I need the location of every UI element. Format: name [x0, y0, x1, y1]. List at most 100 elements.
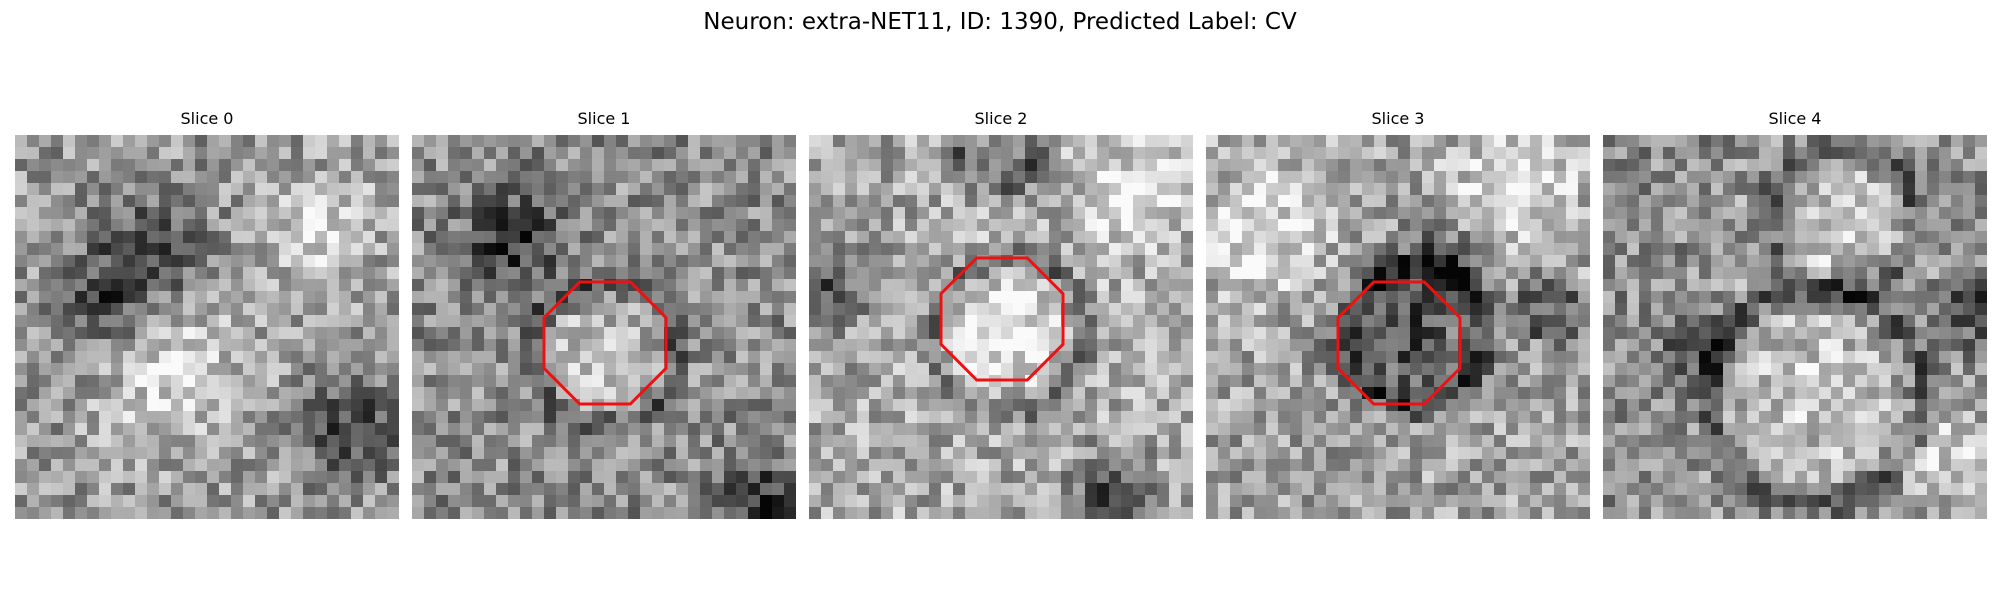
- image-pixel: [532, 411, 545, 424]
- image-pixel: [1206, 147, 1219, 160]
- image-pixel: [809, 435, 822, 448]
- image-pixel: [231, 171, 244, 184]
- image-pixel: [63, 327, 76, 340]
- image-pixel: [1145, 435, 1158, 448]
- image-pixel: [1266, 507, 1279, 519]
- image-pixel: [1482, 399, 1495, 412]
- image-pixel: [1578, 231, 1590, 244]
- image-pixel: [1410, 159, 1423, 172]
- image-pixel: [532, 339, 545, 352]
- image-pixel: [1879, 399, 1892, 412]
- image-pixel: [315, 423, 328, 436]
- image-pixel: [1266, 471, 1279, 484]
- image-pixel: [315, 183, 328, 196]
- image-pixel: [195, 351, 208, 364]
- image-pixel: [111, 399, 124, 412]
- image-pixel: [1290, 159, 1303, 172]
- image-pixel: [1927, 363, 1940, 376]
- image-pixel: [772, 399, 785, 412]
- figure-title: Neuron: extra-NET11, ID: 1390, Predicted…: [703, 9, 1297, 35]
- image-pixel: [989, 279, 1002, 292]
- image-pixel: [580, 387, 593, 400]
- image-pixel: [881, 495, 894, 508]
- image-pixel: [1025, 207, 1038, 220]
- image-pixel: [207, 195, 220, 208]
- image-pixel: [1494, 435, 1507, 448]
- image-pixel: [1506, 267, 1519, 280]
- image-pixel: [267, 255, 280, 268]
- image-pixel: [532, 459, 545, 472]
- image-pixel: [1242, 363, 1255, 376]
- image-pixel: [375, 315, 388, 328]
- image-pixel: [1951, 315, 1964, 328]
- image-pixel: [544, 327, 557, 340]
- image-pixel: [1494, 339, 1507, 352]
- image-pixel: [881, 303, 894, 316]
- image-pixel: [1855, 207, 1868, 220]
- image-pixel: [123, 327, 136, 340]
- image-pixel: [1530, 483, 1543, 496]
- image-pixel: [1338, 255, 1351, 268]
- image-pixel: [568, 195, 581, 208]
- image-pixel: [748, 135, 761, 148]
- image-pixel: [616, 507, 629, 519]
- image-pixel: [1518, 291, 1531, 304]
- image-pixel: [821, 423, 834, 436]
- image-pixel: [1121, 351, 1134, 364]
- image-pixel: [1783, 363, 1796, 376]
- image-pixel: [1747, 435, 1760, 448]
- image-pixel: [1169, 411, 1182, 424]
- image-pixel: [303, 195, 316, 208]
- image-pixel: [1254, 495, 1267, 508]
- image-pixel: [1915, 387, 1928, 400]
- image-pixel: [893, 147, 906, 160]
- image-pixel: [724, 231, 737, 244]
- image-pixel: [1615, 423, 1628, 436]
- image-pixel: [1494, 447, 1507, 460]
- image-pixel: [1133, 243, 1146, 256]
- image-pixel: [520, 243, 533, 256]
- image-pixel: [327, 363, 340, 376]
- image-pixel: [905, 183, 918, 196]
- image-pixel: [1771, 327, 1784, 340]
- image-pixel: [1578, 159, 1590, 172]
- image-pixel: [640, 135, 653, 148]
- image-pixel: [893, 447, 906, 460]
- image-pixel: [748, 495, 761, 508]
- image-pixel: [255, 291, 268, 304]
- image-pixel: [592, 423, 605, 436]
- image-pixel: [279, 351, 292, 364]
- image-pixel: [15, 507, 28, 519]
- image-pixel: [303, 483, 316, 496]
- image-pixel: [1470, 171, 1483, 184]
- image-pixel: [279, 171, 292, 184]
- image-pixel: [1338, 279, 1351, 292]
- image-pixel: [99, 423, 112, 436]
- image-pixel: [267, 471, 280, 484]
- image-pixel: [1494, 399, 1507, 412]
- image-pixel: [1807, 159, 1820, 172]
- image-pixel: [231, 375, 244, 388]
- image-pixel: [1627, 147, 1640, 160]
- image-pixel: [809, 243, 822, 256]
- image-pixel: [1699, 171, 1712, 184]
- image-pixel: [219, 267, 232, 280]
- image-pixel: [989, 495, 1002, 508]
- image-pixel: [243, 183, 256, 196]
- image-pixel: [1049, 495, 1062, 508]
- image-pixel: [1446, 411, 1459, 424]
- image-pixel: [676, 375, 689, 388]
- image-pixel: [1133, 339, 1146, 352]
- image-pixel: [1939, 351, 1952, 364]
- image-pixel: [195, 231, 208, 244]
- image-pixel: [772, 267, 785, 280]
- image-pixel: [676, 147, 689, 160]
- image-pixel: [520, 135, 533, 148]
- image-pixel: [1338, 243, 1351, 256]
- image-pixel: [688, 243, 701, 256]
- image-pixel: [1518, 399, 1531, 412]
- image-pixel: [1494, 171, 1507, 184]
- image-pixel: [1506, 171, 1519, 184]
- image-pixel: [1735, 267, 1748, 280]
- image-pixel: [51, 183, 64, 196]
